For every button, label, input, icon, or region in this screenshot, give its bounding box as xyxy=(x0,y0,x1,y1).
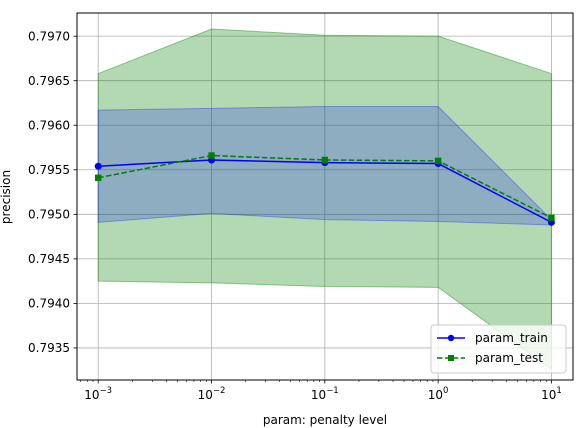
x-tick-label: 100 xyxy=(428,386,449,402)
legend-label-param-test: param_test xyxy=(475,351,543,365)
y-axis-label: precision xyxy=(0,170,13,224)
y-tick-label: 0.7970 xyxy=(28,29,70,43)
grid-lines xyxy=(77,13,573,380)
series-markers xyxy=(94,152,555,226)
legend-label-param-train: param_train xyxy=(475,331,548,345)
x-tick-label: 10−3 xyxy=(84,386,112,402)
y-tick-label: 0.7950 xyxy=(28,208,70,222)
data-point-param-test xyxy=(434,157,442,165)
y-tick-label: 0.7960 xyxy=(28,119,70,133)
x-tick-label: 10−1 xyxy=(311,386,339,402)
x-axis-ticks: 10−3 10−2 10−1 100 101 xyxy=(80,380,562,402)
x-tick-label: 101 xyxy=(541,386,562,402)
legend-marker-param-test xyxy=(448,355,454,361)
y-tick-label: 0.7965 xyxy=(28,74,70,88)
series-line-param-test xyxy=(98,154,552,219)
x-axis-label: param: penalty level xyxy=(263,413,387,427)
y-tick-label: 0.7955 xyxy=(28,163,70,177)
data-point-param-train xyxy=(94,162,102,170)
y-tick-label: 0.7940 xyxy=(28,297,70,311)
x-tick-label: 10−2 xyxy=(198,386,226,402)
y-tick-label: 0.7945 xyxy=(28,252,70,266)
legend-marker-param-train xyxy=(447,334,455,342)
data-point-param-test xyxy=(208,152,215,159)
data-point-param-test xyxy=(321,156,329,164)
y-tick-label: 0.7935 xyxy=(28,341,70,355)
data-point-param-test xyxy=(548,214,555,222)
data-point-param-test xyxy=(94,174,102,181)
legend-box xyxy=(430,324,567,374)
y-axis-ticks: 0.7935 0.7940 0.7945 0.7950 0.7955 0.7960 0.79… xyxy=(28,29,77,355)
legend: param_train param_test xyxy=(430,324,567,374)
